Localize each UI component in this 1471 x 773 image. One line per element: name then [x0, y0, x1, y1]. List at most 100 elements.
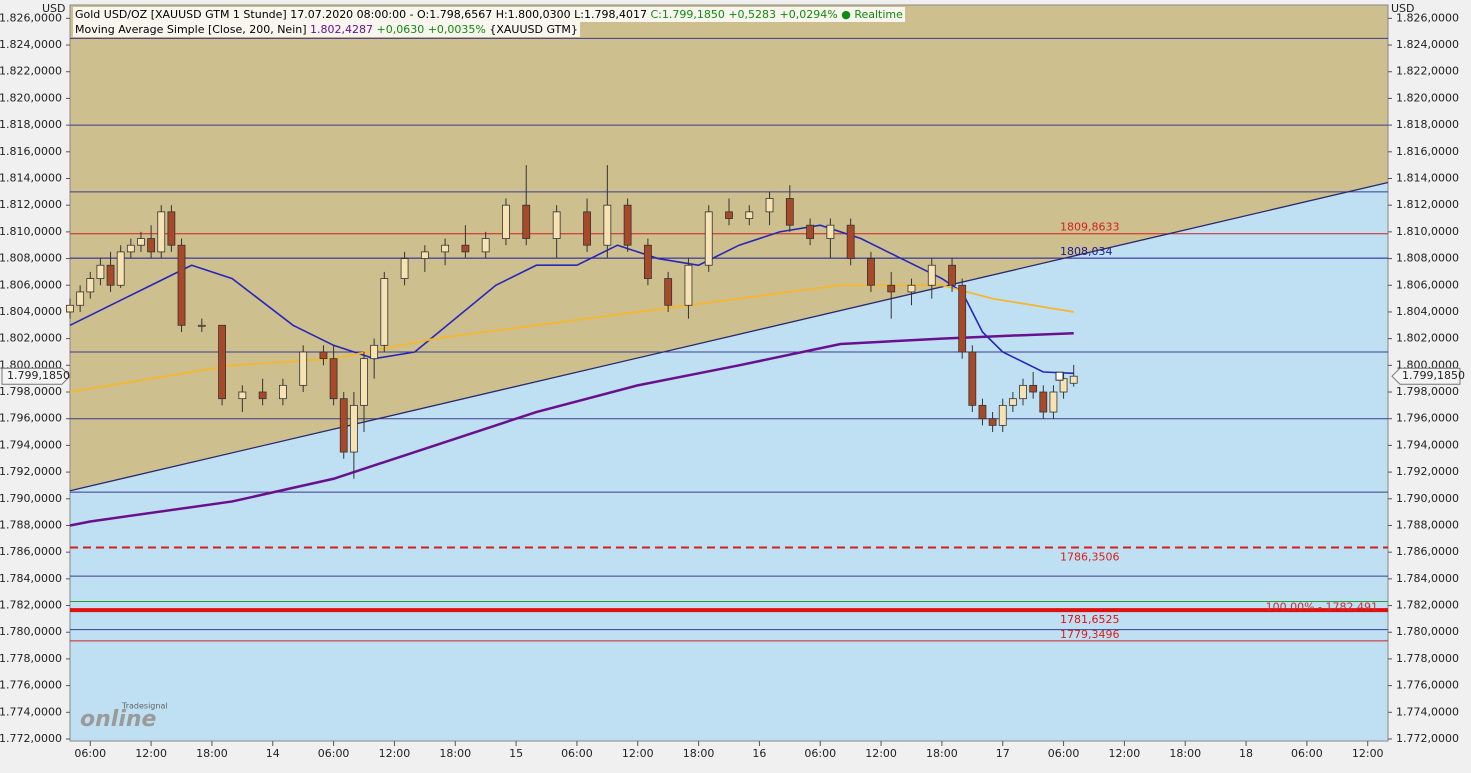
- candle-body: [1039, 391, 1048, 413]
- candle-body: [826, 224, 835, 239]
- y-tick-label-right: 1.808,0000: [1396, 252, 1459, 265]
- candle-body: [66, 304, 74, 313]
- y-tick-label-right: 1.772,0000: [1396, 732, 1459, 745]
- candle-body: [461, 244, 470, 253]
- candle-body: [785, 198, 794, 226]
- y-tick-label-right: 1.816,0000: [1396, 145, 1459, 158]
- candle-body: [76, 291, 85, 306]
- x-tick-label: 15: [509, 747, 523, 760]
- y-tick-label: 1.808,0000: [0, 252, 62, 265]
- price-line: Gold USD/OZ [XAUUSD GTM 1 Stunde] 17.07.…: [73, 7, 905, 22]
- candle-body: [86, 278, 95, 293]
- candle-body: [1069, 375, 1078, 384]
- candle-body: [126, 244, 135, 253]
- candle-body: [745, 211, 754, 219]
- y-tick-label-right: 1.812,0000: [1396, 198, 1459, 211]
- candle-body: [380, 278, 389, 346]
- y-tick-label: 1.826,0000: [0, 11, 62, 24]
- candle-body: [887, 284, 896, 293]
- y-tick-label-right: 1.794,0000: [1396, 438, 1459, 451]
- indicator-line: Moving Average Simple [Close, 200, Nein]…: [73, 22, 580, 37]
- y-tick-label: 1.774,0000: [0, 705, 62, 718]
- y-tick-label: 1.786,0000: [0, 545, 62, 558]
- level-label: 1809,8633: [1060, 221, 1120, 234]
- x-tick-label: 06:00: [1291, 747, 1323, 760]
- candle-body: [349, 404, 358, 453]
- candle-body: [1049, 391, 1058, 413]
- x-tick-label: 06:00: [1048, 747, 1080, 760]
- price-tag-label: 1.799,1850: [7, 369, 70, 382]
- y-tick-label: 1.822,0000: [0, 65, 62, 78]
- x-tick-label: 17: [996, 747, 1010, 760]
- y-tick-label-right: 1.788,0000: [1396, 518, 1459, 531]
- candle-body: [948, 264, 956, 286]
- y-tick-label: 1.804,0000: [0, 305, 62, 318]
- y-tick-label: 1.796,0000: [0, 412, 62, 425]
- candle-body: [116, 251, 125, 286]
- header: Gold USD/OZ [XAUUSD GTM 1 Stunde] 17.07.…: [73, 7, 905, 37]
- candle-body: [279, 384, 287, 400]
- y-tick-label: 1.802,0000: [0, 332, 62, 345]
- candle-body: [623, 204, 632, 246]
- candle-body: [806, 224, 815, 239]
- y-tick-label: 1.812,0000: [0, 198, 62, 211]
- close-text: C:1.799,1850 +0,5283 +0,0294%: [650, 8, 838, 21]
- y-tick-label: 1.776,0000: [0, 679, 62, 692]
- y-tick-label: 1.820,0000: [0, 91, 62, 104]
- y-tick-label-right: 1.780,0000: [1396, 625, 1459, 638]
- candle-body: [1008, 398, 1017, 406]
- x-tick-label: 18: [1239, 747, 1253, 760]
- y-tick-label-right: 1.814,0000: [1396, 171, 1459, 184]
- x-tick-label: 18:00: [196, 747, 228, 760]
- candle-body: [867, 258, 875, 286]
- indicator-value: 1.802,4287: [310, 23, 373, 36]
- plot-border: [69, 4, 1389, 742]
- x-tick-label: 12:00: [379, 747, 411, 760]
- y-tick-label-right: 1.782,0000: [1396, 599, 1459, 612]
- candle-body: [238, 391, 247, 400]
- y-tick-label-right: 1.818,0000: [1396, 118, 1459, 131]
- fib-label: 100,00% - 1782,491: [1266, 601, 1378, 614]
- logo-small: Tradesignal: [121, 702, 168, 711]
- y-tick-label-right: 1.798,0000: [1396, 385, 1459, 398]
- candle-body: [106, 264, 115, 286]
- candle-body: [552, 211, 561, 239]
- candle-body: [319, 351, 328, 360]
- price-tag-right: [1391, 367, 1461, 385]
- candle-body: [157, 211, 166, 253]
- last-marker: [1055, 371, 1064, 381]
- y-tick-label-right: 1.820,0000: [1396, 91, 1459, 104]
- x-tick-label: 12:00: [1109, 747, 1141, 760]
- y-tick-label: 1.782,0000: [0, 599, 62, 612]
- candle-body: [400, 258, 409, 279]
- logo: online: [80, 707, 157, 732]
- y-tick-label-right: 1.796,0000: [1396, 412, 1459, 425]
- y-tick-label-right: 1.802,0000: [1396, 332, 1459, 345]
- candle-body: [137, 238, 145, 246]
- x-tick-label: 18:00: [439, 747, 471, 760]
- y-tick-label: 1.810,0000: [0, 225, 62, 238]
- candle-body: [907, 284, 916, 293]
- candle-body: [370, 344, 379, 360]
- candle-body: [978, 404, 987, 420]
- ma-line: [69, 332, 1074, 527]
- y-tick-label-right: 1.774,0000: [1396, 705, 1459, 718]
- trendline: [69, 181, 1389, 492]
- y-tick-label: 1.772,0000: [0, 732, 62, 745]
- y-tick-label-right: 1.784,0000: [1396, 572, 1459, 585]
- y-tick-label: 1.814,0000: [0, 171, 62, 184]
- candle-body: [299, 351, 308, 386]
- header-text: Gold USD/OZ [XAUUSD GTM 1 Stunde] 17.07.…: [75, 8, 647, 21]
- x-tick-label: 06:00: [561, 747, 593, 760]
- level-label: 1808,034: [1060, 245, 1113, 258]
- candle-body: [1029, 384, 1038, 393]
- candle-body: [177, 244, 186, 326]
- candle-body: [643, 244, 652, 279]
- candle-body: [96, 264, 105, 279]
- candle-body: [481, 238, 490, 253]
- y-tick-label-right: 1.806,0000: [1396, 278, 1459, 291]
- candle-body: [998, 404, 1007, 426]
- x-tick-label: 12:00: [1352, 747, 1384, 760]
- candle-body: [958, 284, 967, 353]
